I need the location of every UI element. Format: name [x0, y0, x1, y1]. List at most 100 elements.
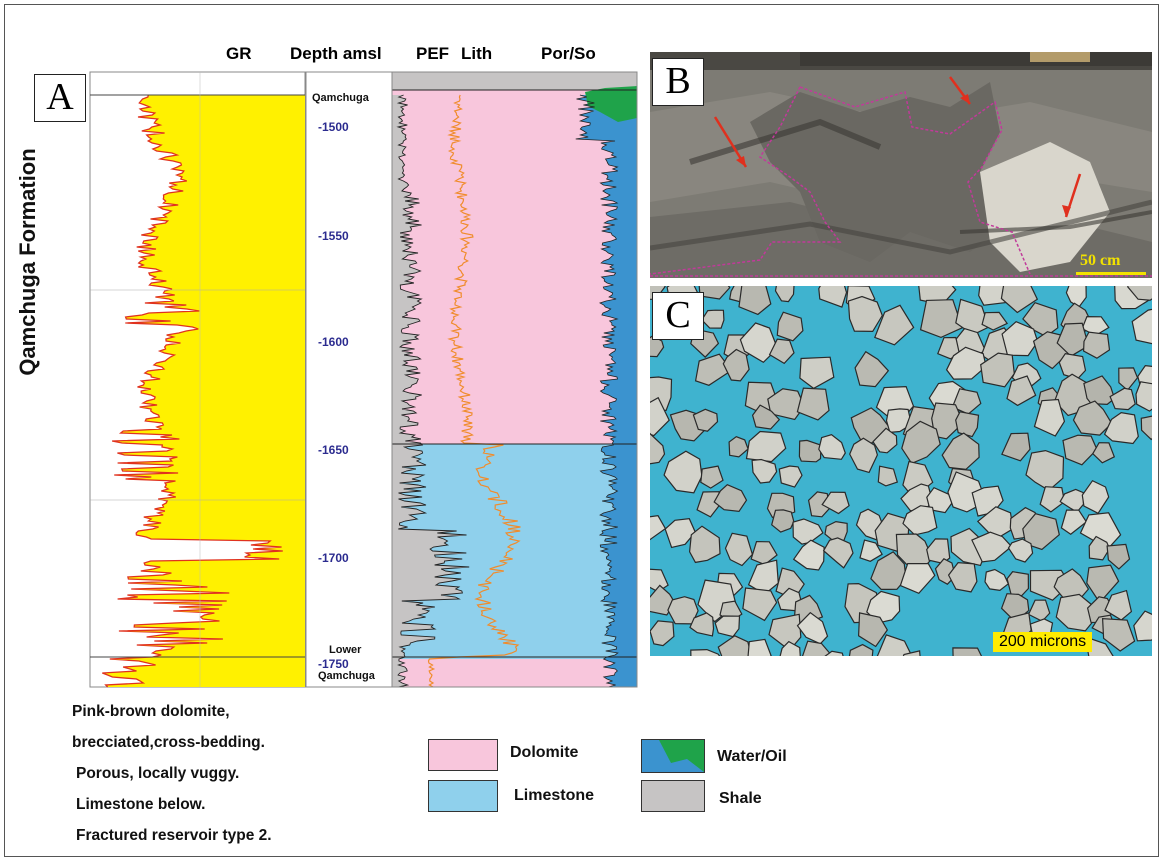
crystal-grain [689, 612, 715, 637]
crystal-grain [822, 537, 854, 569]
core-photo-drawing [650, 52, 1152, 278]
crystal-grain [877, 465, 899, 487]
crystal-grain [664, 518, 697, 549]
thin-section-drawing [650, 286, 1152, 656]
crystal-grain [874, 304, 915, 346]
crystal-grain [818, 286, 848, 308]
crystal-grain [799, 356, 835, 390]
crystal-grain [650, 515, 667, 541]
crystal-grain [690, 648, 721, 656]
crystal-grain [1103, 411, 1139, 445]
crystal-grain [742, 587, 778, 622]
core-photo-b [650, 52, 1152, 278]
crystal-grain [899, 563, 936, 595]
crystal-grain [1006, 571, 1030, 597]
crystal-grain [885, 408, 913, 434]
depth-tick-label: -1700 [318, 551, 349, 565]
crystal-grain [728, 436, 749, 458]
crystal-grain [1055, 593, 1101, 632]
crystal-grain [1033, 398, 1066, 437]
crystal-grain [1001, 321, 1039, 357]
scale-bar-b-label: 50 cm [1080, 252, 1121, 269]
crystal-grain [872, 427, 898, 454]
depth-tick-label: -1550 [318, 229, 349, 243]
crystal-grain [778, 465, 803, 488]
lith-track-frame [391, 71, 638, 688]
qamchuga-top-label: Qamchuga [312, 92, 369, 104]
crystal-grain [771, 509, 795, 533]
crystal-grain [801, 640, 832, 656]
crystal-grain [751, 458, 778, 484]
crystal-grain [1006, 375, 1037, 407]
crystal-grain [774, 286, 795, 303]
crystal-grain [1118, 367, 1139, 392]
crystal-grain [980, 352, 1015, 388]
pef-header: PEF [416, 44, 450, 63]
crystal-grain [1127, 286, 1152, 301]
lower-label: Lower [329, 644, 362, 656]
crystal-grain [1007, 538, 1034, 563]
figure-frame [4, 4, 1159, 857]
crystal-grain [1106, 543, 1131, 570]
crystal-grain [768, 338, 795, 365]
crystal-grain [847, 295, 883, 333]
crystal-grain [650, 335, 665, 358]
water-fill-area [575, 95, 637, 687]
crystal-grain [818, 434, 846, 460]
gr-curve [102, 94, 283, 688]
crystal-grain [692, 408, 719, 432]
crystal-grain [854, 350, 890, 388]
legend-water-oil-label: Water/Oil [717, 748, 787, 765]
crystal-grain [1083, 375, 1116, 406]
legend-water-oil-swatch [641, 739, 705, 773]
description-line: Porous, locally vuggy. [76, 765, 240, 782]
depth-tick-label: -1750 [318, 657, 349, 671]
crystal-grain [724, 532, 754, 567]
crystal-grain [722, 348, 750, 382]
crystal-grain [700, 465, 724, 489]
crystal-grain [951, 388, 982, 415]
crystal-grain [663, 450, 703, 494]
crystal-grain [857, 612, 889, 648]
crystal-grain [1056, 322, 1090, 357]
crystal-grain [947, 561, 978, 593]
depth-tick-label: -1650 [318, 443, 349, 457]
crystal-grain [984, 568, 1010, 592]
crystal-grain [824, 650, 844, 656]
porosity-curve [575, 94, 619, 688]
crystal-grain [1133, 610, 1152, 642]
crystal-grain [952, 647, 983, 656]
crystal-grain [694, 353, 733, 386]
formation-label-text: Qamchuga Formation [15, 148, 40, 376]
depth-tick-label: -1500 [318, 120, 349, 134]
crystal-grain [796, 387, 830, 421]
crystal-grain [747, 638, 772, 656]
legend-shale-label: Shale [719, 790, 762, 807]
crystal-grain [971, 531, 1013, 563]
crystal-grain [739, 322, 779, 364]
crystal-grain [1062, 434, 1098, 466]
crystal-grain [751, 404, 781, 430]
legend-dolomite-swatch [428, 739, 498, 771]
crystal-grain [981, 311, 1009, 331]
crystal-grain [745, 430, 787, 463]
lower-qamchuga-label: Qamchuga [318, 670, 375, 682]
crystal-grain [701, 309, 725, 329]
crystal-grain [849, 437, 879, 474]
crystal-grain [919, 299, 963, 339]
scale-bar-c-label: 200 microns [993, 632, 1093, 652]
crystal-grain [1081, 479, 1110, 515]
crystal-grain [717, 635, 753, 656]
crystal-grain [870, 551, 907, 591]
crystal-grain [859, 539, 883, 562]
crystal-grain [650, 620, 675, 647]
legend-dolomite-label: Dolomite [510, 744, 579, 761]
thin-section-photo-c [650, 286, 1152, 656]
legend-limestone-label: Limestone [514, 787, 595, 804]
por-so-header: Por/So [541, 44, 596, 63]
crystal-grain [776, 311, 804, 342]
crystal-grain [650, 396, 670, 437]
crystal-grain [1088, 535, 1111, 561]
crystal-grain [1109, 387, 1136, 411]
crystal-grain [1101, 618, 1136, 652]
